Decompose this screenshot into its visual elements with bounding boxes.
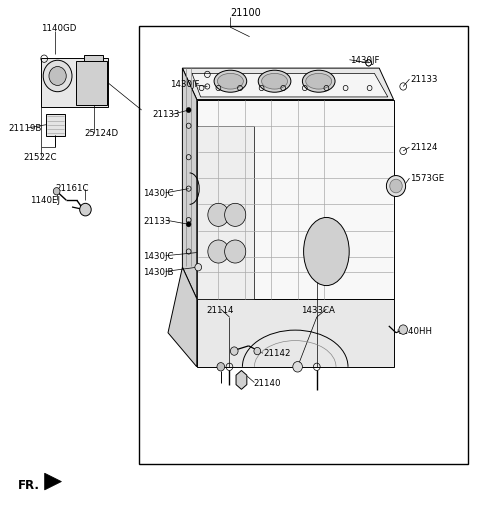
Polygon shape [197, 299, 394, 367]
Circle shape [254, 347, 261, 355]
Circle shape [293, 362, 302, 372]
Polygon shape [197, 126, 254, 299]
Text: 21119B: 21119B [9, 124, 42, 133]
Polygon shape [84, 55, 103, 61]
Ellipse shape [258, 70, 291, 92]
Polygon shape [182, 68, 197, 299]
Text: 21140: 21140 [253, 379, 281, 388]
Text: 1573GE: 1573GE [410, 173, 444, 183]
Polygon shape [197, 100, 394, 299]
Text: 21522C: 21522C [23, 152, 57, 162]
Text: 21142: 21142 [263, 349, 290, 358]
Text: 21133: 21133 [153, 110, 180, 119]
Text: 1140GD: 1140GD [41, 24, 76, 34]
Text: FR.: FR. [18, 479, 40, 492]
Circle shape [208, 240, 229, 263]
Text: 1433CA: 1433CA [301, 305, 336, 315]
Ellipse shape [304, 217, 349, 286]
Circle shape [399, 325, 408, 334]
Polygon shape [236, 370, 247, 389]
Circle shape [80, 203, 91, 216]
Text: 21161C: 21161C [55, 184, 89, 193]
Circle shape [43, 60, 72, 92]
Polygon shape [76, 61, 107, 105]
Polygon shape [182, 68, 394, 100]
Polygon shape [41, 58, 108, 107]
Circle shape [386, 176, 406, 196]
Text: 25124D: 25124D [84, 129, 118, 138]
Circle shape [186, 222, 191, 227]
Ellipse shape [262, 73, 288, 89]
Text: 1430JB: 1430JB [143, 268, 174, 277]
Circle shape [195, 264, 202, 271]
Circle shape [53, 188, 60, 195]
Circle shape [186, 107, 191, 113]
Circle shape [225, 240, 246, 263]
Ellipse shape [306, 73, 332, 89]
Circle shape [390, 179, 402, 193]
Ellipse shape [214, 70, 247, 92]
Circle shape [225, 203, 246, 226]
Ellipse shape [302, 70, 335, 92]
Text: 1430JF: 1430JF [170, 80, 200, 90]
Polygon shape [168, 267, 197, 367]
Bar [46, 114, 65, 136]
Text: 21124: 21124 [410, 143, 438, 152]
Text: 21133: 21133 [143, 216, 170, 226]
Text: 1430JC: 1430JC [143, 252, 174, 261]
Text: 21133: 21133 [410, 75, 438, 84]
Text: 21100: 21100 [230, 8, 261, 18]
Text: 21114: 21114 [206, 305, 234, 315]
Text: 1140HH: 1140HH [397, 326, 432, 336]
Circle shape [217, 363, 225, 371]
Text: 1430JC: 1430JC [143, 189, 174, 199]
Text: 21115E: 21115E [311, 263, 344, 272]
Ellipse shape [217, 73, 243, 89]
Polygon shape [45, 473, 61, 490]
Text: 1140EJ: 1140EJ [30, 195, 60, 205]
Bar [139, 26, 468, 464]
Circle shape [230, 347, 238, 355]
Circle shape [208, 203, 229, 226]
Polygon shape [192, 73, 388, 97]
Circle shape [49, 67, 66, 85]
Text: 1430JF: 1430JF [350, 56, 380, 65]
